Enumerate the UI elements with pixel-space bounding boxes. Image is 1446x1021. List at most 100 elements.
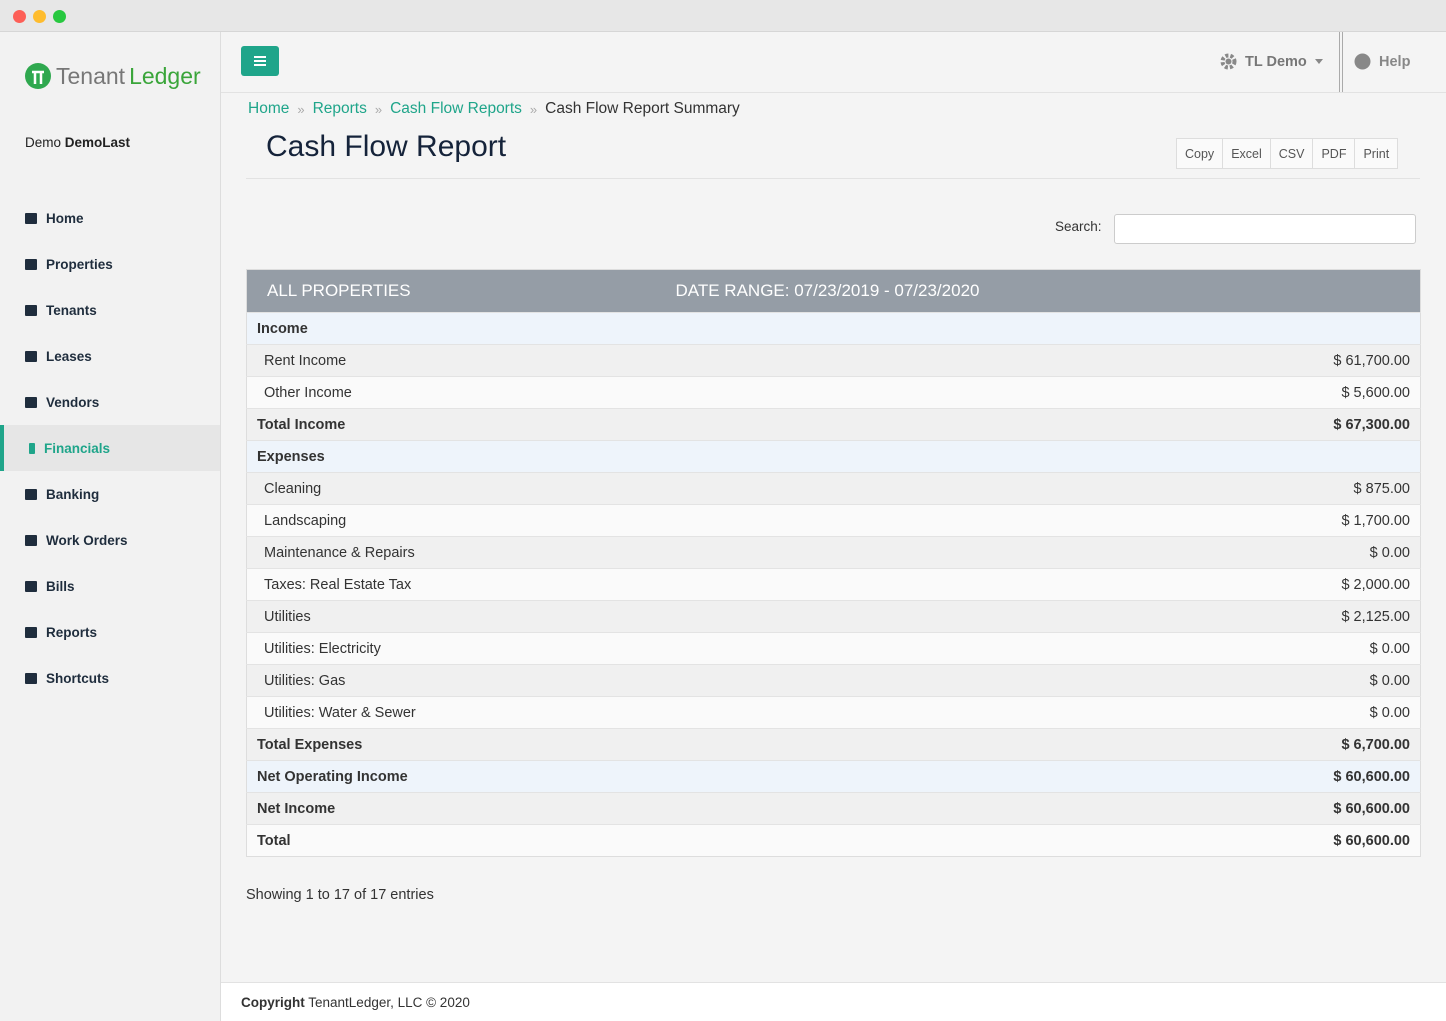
table-row: Total Income$ 67,300.00 [247,409,1421,441]
row-amount: $ 0.00 [675,665,1421,697]
nav-icon [25,213,37,224]
nav-label: Tenants [46,303,97,318]
nav-icon [25,535,37,546]
row-amount [675,441,1421,473]
row-label: Utilities: Electricity [247,633,675,665]
table-row: Cleaning$ 875.00 [247,473,1421,505]
header-cell: DATE RANGE: 07/23/2019 - 07/23/2020 [675,270,1421,313]
export-button[interactable]: Copy [1176,138,1223,169]
logo-second: Ledger [129,63,201,90]
export-button[interactable]: CSV [1270,138,1314,169]
row-label: Net Income [247,793,675,825]
nav-label: Home [46,211,84,226]
zoom-button[interactable] [53,10,66,23]
table-row: Income [247,313,1421,345]
table-row: Other Income$ 5,600.00 [247,377,1421,409]
nav-label: Work Orders [46,533,128,548]
nav-item[interactable]: Home [0,195,220,241]
breadcrumb-separator: » [375,102,382,117]
logo-first: Tenant [56,63,125,90]
row-label: Net Operating Income [247,761,675,793]
minimize-button[interactable] [33,10,46,23]
breadcrumb-separator: » [297,102,304,117]
help-icon [1354,53,1371,70]
export-buttons: CopyExcelCSVPDFPrint [1177,138,1398,169]
breadcrumb-item[interactable]: Home [248,100,289,118]
search-label: Search: [1055,219,1102,234]
nav-item[interactable]: Vendors [0,379,220,425]
breadcrumb-separator: » [530,102,537,117]
nav-item[interactable]: Properties [0,241,220,287]
nav-label: Shortcuts [46,671,109,686]
separator [246,178,1420,179]
footer-strong: Copyright [241,995,305,1010]
table-row: Taxes: Real Estate Tax$ 2,000.00 [247,569,1421,601]
nav-icon [25,489,37,500]
table-row: Landscaping$ 1,700.00 [247,505,1421,537]
row-amount: $ 2,000.00 [675,569,1421,601]
row-amount: $ 60,600.00 [675,761,1421,793]
top-bar: TL Demo Help [221,32,1446,93]
row-amount [675,313,1421,345]
nav-item[interactable]: Banking [0,471,220,517]
export-button[interactable]: Excel [1222,138,1271,169]
row-amount: $ 5,600.00 [675,377,1421,409]
nav-item[interactable]: Financials [0,425,220,471]
row-label: Rent Income [247,345,675,377]
nav-label: Vendors [46,395,99,410]
footer: Copyright TenantLedger, LLC © 2020 [221,982,1446,1021]
nav-item[interactable]: Shortcuts [0,655,220,701]
help-link[interactable]: Help [1354,53,1410,70]
user-name: Demo DemoLast [25,135,130,150]
title-bar [0,0,1446,32]
gear-icon [1220,53,1237,70]
table-row: Total$ 60,600.00 [247,825,1421,857]
search-input[interactable] [1114,214,1416,244]
nav-label: Banking [46,487,99,502]
row-label: Landscaping [247,505,675,537]
nav-label: Bills [46,579,75,594]
row-label: Total Income [247,409,675,441]
breadcrumb-item[interactable]: Reports [313,100,367,118]
nav-icon [25,351,37,362]
table-row: Utilities: Gas$ 0.00 [247,665,1421,697]
table-row: Net Income$ 60,600.00 [247,793,1421,825]
account-menu[interactable]: TL Demo [1220,53,1323,70]
caret [1315,59,1323,64]
logo[interactable]: Tenant Ledger [24,62,201,90]
nav-item[interactable]: Leases [0,333,220,379]
logo-icon [24,62,52,90]
row-amount: $ 60,600.00 [675,825,1421,857]
nav-label: Properties [46,257,113,272]
table-row: Maintenance & Repairs$ 0.00 [247,537,1421,569]
close-button[interactable] [13,10,26,23]
row-label: Other Income [247,377,675,409]
export-button[interactable]: Print [1354,138,1398,169]
nav-label: Reports [46,625,97,640]
table-row: Net Operating Income$ 60,600.00 [247,761,1421,793]
table-row: Utilities$ 2,125.00 [247,601,1421,633]
header-cell: ALL PROPERTIES [247,270,675,313]
table-header: ALL PROPERTIESDATE RANGE: 07/23/2019 - 0… [247,270,1421,313]
nav-item[interactable]: Bills [0,563,220,609]
row-label: Total [247,825,675,857]
row-amount: $ 875.00 [675,473,1421,505]
row-amount: $ 6,700.00 [675,729,1421,761]
row-label: Total Expenses [247,729,675,761]
row-amount: $ 61,700.00 [675,345,1421,377]
menu-toggle[interactable] [241,46,279,76]
row-label: Income [247,313,675,345]
nav-item[interactable]: Work Orders [0,517,220,563]
nav-item[interactable]: Reports [0,609,220,655]
breadcrumb-item[interactable]: Cash Flow Reports [390,100,522,118]
table-row: Total Expenses$ 6,700.00 [247,729,1421,761]
row-amount: $ 1,700.00 [675,505,1421,537]
nav-icon [25,673,37,684]
account-name: TL Demo [1245,54,1307,70]
nav-label: Leases [46,349,92,364]
row-amount: $ 60,600.00 [675,793,1421,825]
export-button[interactable]: PDF [1312,138,1355,169]
nav-icon [25,397,37,408]
nav-item[interactable]: Tenants [0,287,220,333]
row-label: Utilities: Water & Sewer [247,697,675,729]
